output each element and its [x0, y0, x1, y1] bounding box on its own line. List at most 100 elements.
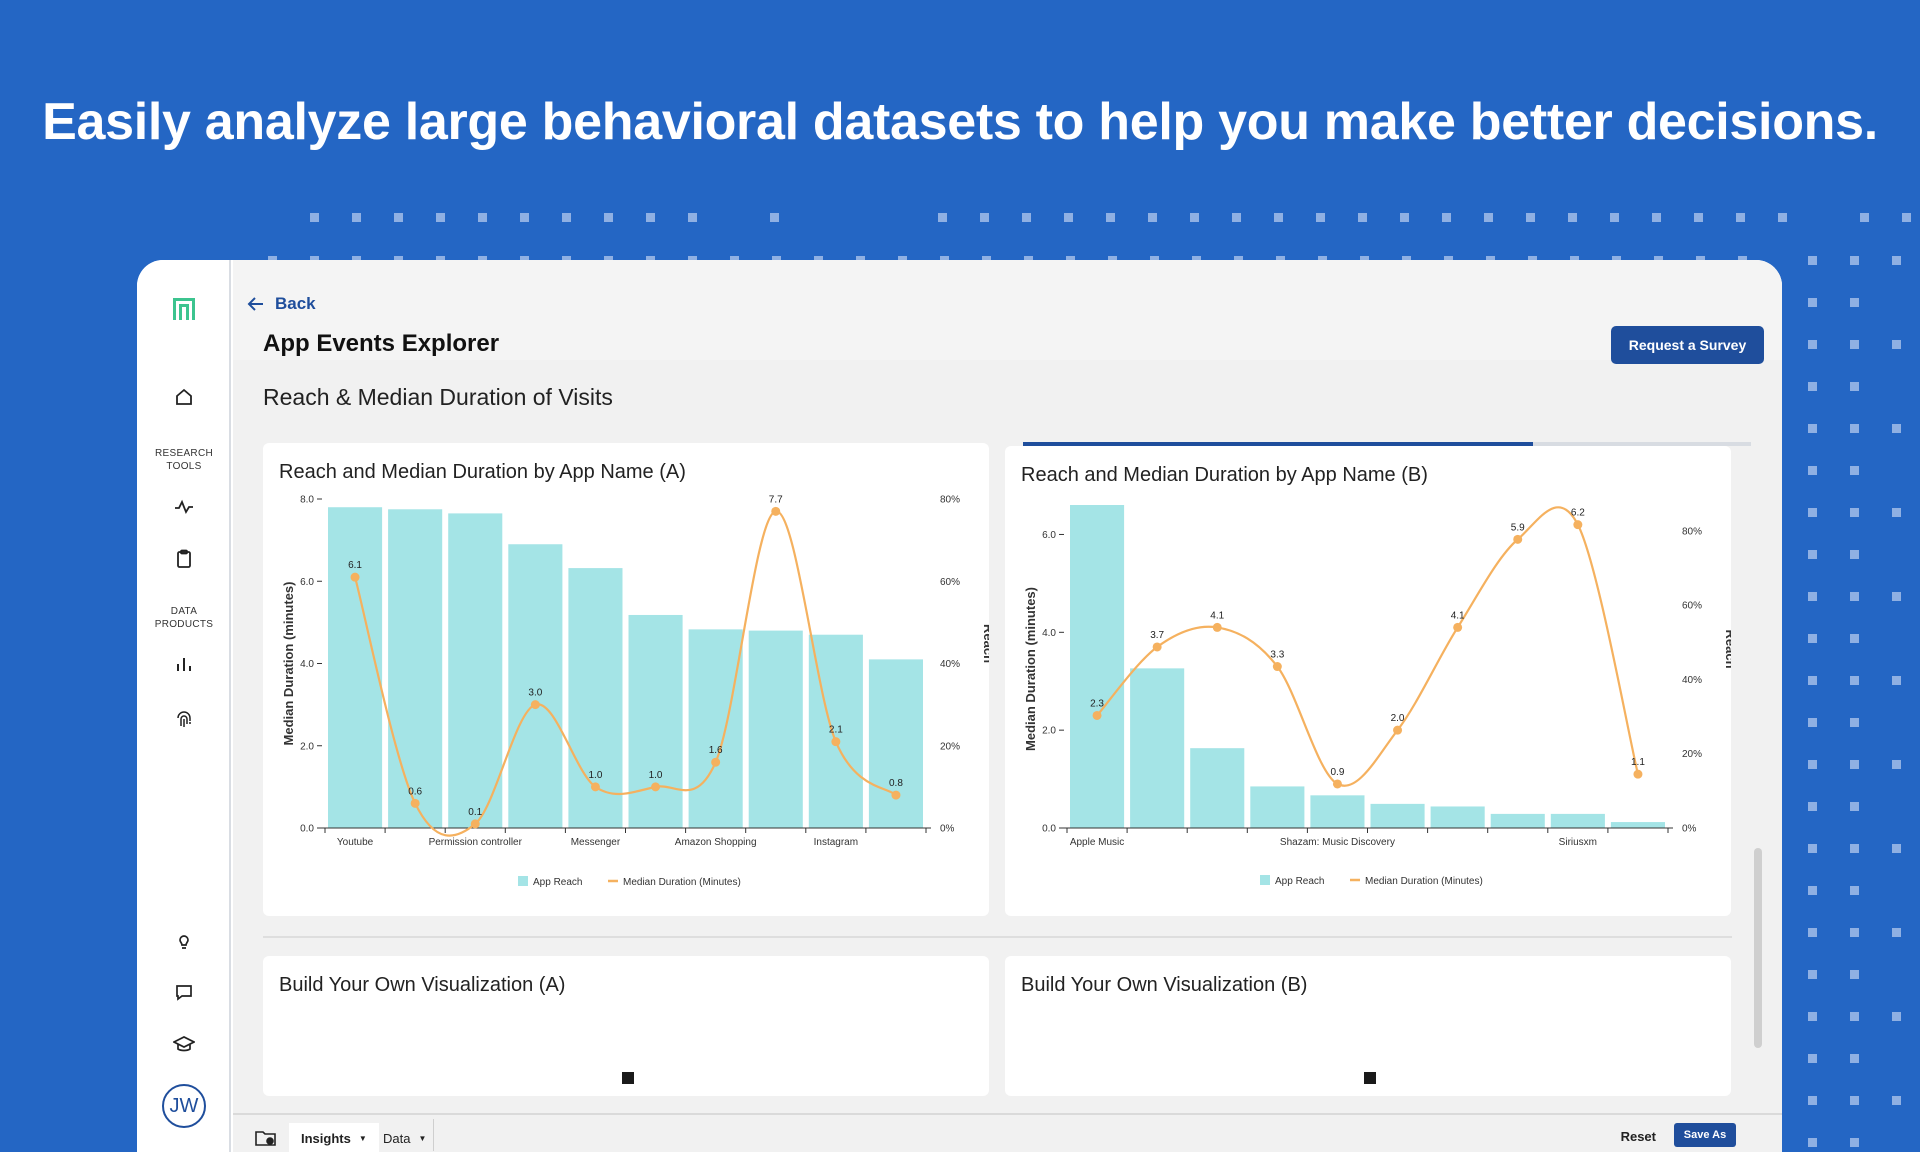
bar	[1070, 505, 1125, 828]
data-label: 2.1	[829, 725, 843, 736]
section-title: Reach & Median Duration of Visits	[263, 384, 613, 410]
y2-tick-label: 80%	[1682, 526, 1702, 537]
dot	[1808, 886, 1817, 895]
duration-point	[711, 757, 721, 767]
bar	[688, 629, 743, 828]
graduation-cap-icon[interactable]	[167, 1027, 201, 1061]
dot	[1808, 256, 1817, 265]
avatar[interactable]: JW	[162, 1084, 206, 1128]
bar	[328, 507, 383, 828]
data-label: 2.3	[1090, 698, 1104, 709]
fingerprint-icon[interactable]	[167, 702, 201, 736]
app-logo-icon[interactable]	[167, 292, 201, 326]
bar	[868, 659, 923, 828]
byo-b-title: Build Your Own Visualization (B)	[1021, 974, 1308, 996]
headline: Easily analyze large behavioral datasets…	[42, 93, 1878, 151]
data-label: 0.6	[408, 786, 422, 797]
dot	[1850, 1138, 1859, 1147]
data-label: Data	[383, 1130, 411, 1146]
back-link[interactable]: Back	[247, 294, 316, 314]
insights-label: Insights	[301, 1130, 351, 1146]
duration-point	[1272, 662, 1282, 672]
duration-point	[1393, 725, 1403, 735]
dot	[1316, 213, 1325, 222]
duration-point	[1092, 710, 1102, 720]
bar	[1310, 795, 1365, 828]
duration-point	[1453, 622, 1463, 632]
dot	[1808, 340, 1817, 349]
caret-down-icon: ▼	[358, 1133, 367, 1143]
dot	[1808, 634, 1817, 643]
chat-icon[interactable]	[167, 975, 201, 1009]
chart-placeholder-marker	[622, 1072, 634, 1084]
duration-point	[1332, 779, 1342, 789]
inactive-tab-indicator	[1533, 442, 1751, 446]
dot	[1148, 213, 1157, 222]
dot	[604, 213, 613, 222]
chart-b[interactable]: Apple Music Shazam: Music Discovery Sirius…	[1005, 446, 1731, 916]
bottom-toolbar: Insights ▼ Data ▼ Reset Save As	[233, 1113, 1782, 1152]
dot	[1850, 424, 1859, 433]
insights-tab[interactable]: Insights ▼	[289, 1123, 379, 1152]
folder-button[interactable]	[255, 1123, 277, 1152]
bar	[1190, 748, 1245, 828]
chart-a-title: Reach and Median Duration by App Name (A…	[279, 461, 686, 483]
dot	[1892, 760, 1901, 769]
y-tick-label: 0.0	[300, 824, 314, 835]
reset-button[interactable]: Reset	[1620, 1129, 1656, 1144]
dot	[1358, 213, 1367, 222]
lightbulb-icon[interactable]	[167, 924, 201, 958]
active-tab-indicator	[1023, 442, 1533, 446]
data-products-label: DATA PRODUCTS	[154, 606, 214, 630]
bar	[1130, 668, 1185, 828]
y-tick-label: 2.0	[1042, 726, 1056, 737]
dot	[562, 213, 571, 222]
chart-a[interactable]: Youtube Permission controller Messenger Ama…	[263, 443, 989, 916]
save-as-button[interactable]: Save As	[1674, 1123, 1736, 1147]
dot	[1808, 970, 1817, 979]
duration-line	[353, 510, 897, 837]
dot	[1860, 213, 1869, 222]
dot	[1892, 676, 1901, 685]
dot	[1850, 298, 1859, 307]
dot	[1022, 213, 1031, 222]
data-tab[interactable]: Data ▼	[373, 1123, 436, 1152]
bar	[628, 614, 683, 828]
bar	[388, 509, 443, 828]
dot	[1892, 844, 1901, 853]
byo-a-title: Build Your Own Visualization (A)	[279, 974, 566, 996]
dot	[1808, 676, 1817, 685]
dot	[1064, 213, 1073, 222]
home-icon[interactable]	[167, 380, 201, 414]
dot	[520, 213, 529, 222]
dot	[1850, 1012, 1859, 1021]
dot	[394, 213, 403, 222]
clipboard-icon[interactable]	[167, 542, 201, 576]
research-tools-label: RESEARCH TOOLS	[155, 448, 213, 472]
dot	[1902, 213, 1911, 222]
bar-chart-icon[interactable]	[167, 647, 201, 681]
y-tick-label: 4.0	[300, 659, 314, 670]
dot	[1652, 213, 1661, 222]
data-label: 6.2	[1571, 508, 1585, 519]
dot	[1808, 1054, 1817, 1063]
dot	[1850, 382, 1859, 391]
x-tick-label: Amazon Shopping	[675, 837, 757, 848]
dot	[1568, 213, 1577, 222]
data-label: 0.1	[468, 807, 482, 818]
legend-label: Median Duration (Minutes)	[623, 877, 741, 888]
scrollbar[interactable]	[1754, 848, 1762, 1048]
bar	[1610, 822, 1665, 828]
arrow-left-icon	[247, 297, 263, 311]
duration-point	[831, 737, 841, 747]
data-label: 3.3	[1270, 650, 1284, 661]
data-label: 3.7	[1150, 630, 1164, 641]
data-label: 6.1	[348, 560, 362, 571]
duration-point	[891, 790, 901, 800]
duration-point	[651, 782, 661, 792]
activity-icon[interactable]	[167, 490, 201, 524]
bar	[748, 630, 803, 828]
y2-axis-title: Reach	[981, 624, 989, 663]
duration-point	[1573, 520, 1583, 530]
request-survey-button[interactable]: Request a Survey	[1611, 326, 1764, 364]
